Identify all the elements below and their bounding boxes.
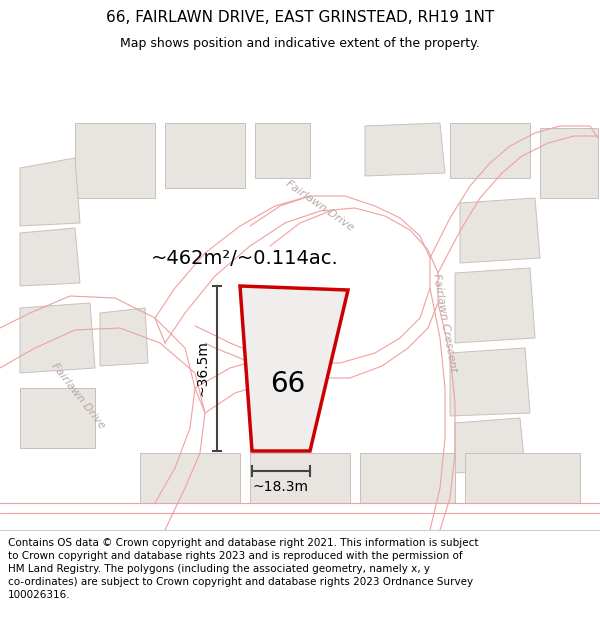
Polygon shape [450,348,530,416]
Polygon shape [365,123,445,176]
Text: Map shows position and indicative extent of the property.: Map shows position and indicative extent… [120,37,480,50]
Text: Fairlawn Crescent: Fairlawn Crescent [431,273,458,373]
Text: ~18.3m: ~18.3m [253,480,309,494]
Polygon shape [20,303,95,373]
Polygon shape [240,286,348,451]
Polygon shape [100,308,148,366]
Text: 66, FAIRLAWN DRIVE, EAST GRINSTEAD, RH19 1NT: 66, FAIRLAWN DRIVE, EAST GRINSTEAD, RH19… [106,10,494,25]
Text: 66: 66 [270,371,305,399]
Polygon shape [250,453,350,503]
Polygon shape [465,453,580,503]
Polygon shape [455,418,525,473]
Polygon shape [455,268,535,343]
Polygon shape [460,198,540,263]
Text: Contains OS data © Crown copyright and database right 2021. This information is : Contains OS data © Crown copyright and d… [8,538,478,601]
Polygon shape [360,453,455,503]
Text: ~36.5m: ~36.5m [196,341,210,396]
Polygon shape [20,388,95,448]
Polygon shape [450,123,530,178]
Polygon shape [255,123,310,178]
Polygon shape [20,228,80,286]
Text: Fairlawn Drive: Fairlawn Drive [49,361,107,431]
Polygon shape [165,123,245,188]
Polygon shape [140,453,240,503]
Text: Fairlawn Drive: Fairlawn Drive [284,179,356,233]
Polygon shape [75,123,155,198]
Polygon shape [20,158,80,226]
Text: ~462m²/~0.114ac.: ~462m²/~0.114ac. [151,249,339,268]
Polygon shape [540,128,598,198]
